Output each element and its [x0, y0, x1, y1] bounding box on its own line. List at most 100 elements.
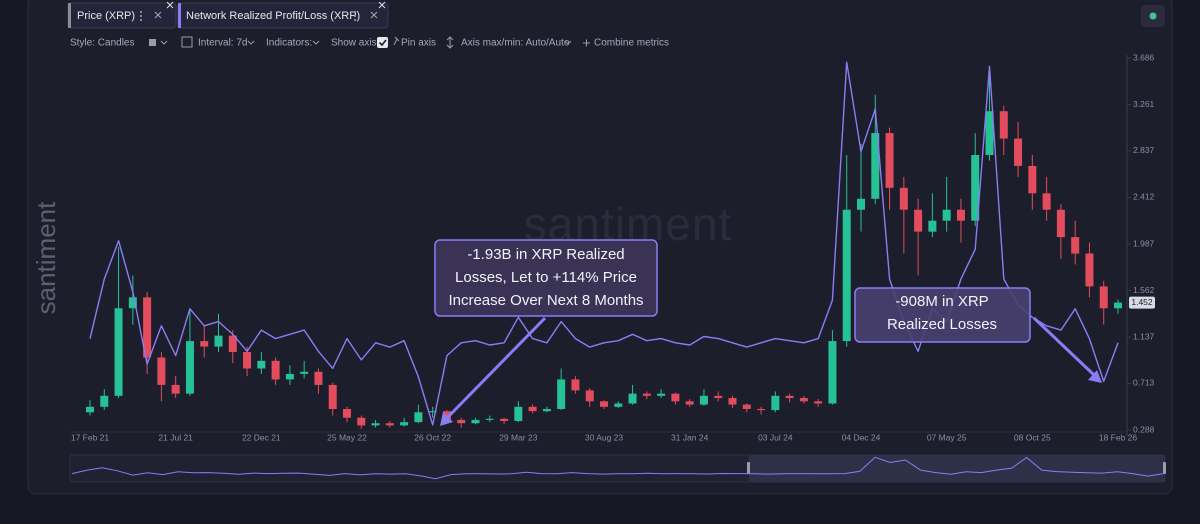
- candle-body: [343, 408, 351, 418]
- candle-body: [728, 398, 737, 405]
- candle-body: [1056, 209, 1065, 238]
- candle-body: [585, 390, 594, 402]
- annotation-text: Increase Over Next 8 Months: [448, 292, 643, 309]
- candle-body: [86, 406, 94, 413]
- candle-body: [571, 379, 580, 391]
- candle-body: [428, 411, 437, 413]
- candle-body: [985, 111, 994, 155]
- candle-body: [1071, 237, 1080, 254]
- axis-icon: [446, 36, 454, 49]
- pin-icon: [393, 36, 400, 46]
- candle-body: [214, 335, 223, 347]
- chevron: [564, 40, 572, 45]
- navigator-window[interactable]: [749, 455, 1165, 482]
- candle-body: [100, 395, 109, 407]
- y-tick-label: 1.562: [1133, 285, 1155, 295]
- candle-body: [243, 352, 252, 369]
- candle-body: [685, 401, 694, 405]
- candle-body: [799, 398, 808, 402]
- candle-body: [114, 308, 123, 396]
- style-setting[interactable]: Style: Candles: [70, 38, 134, 49]
- candle-body: [942, 209, 951, 221]
- x-tick-label: 04 Dec 24: [842, 432, 881, 442]
- annotation-text: Realized Losses: [887, 316, 997, 333]
- x-tick-label: 31 Jan 24: [671, 432, 709, 442]
- annotation-text: -908M in XRP: [895, 293, 988, 310]
- candle-body: [328, 384, 337, 409]
- candle-body: [857, 198, 865, 210]
- candle-body: [956, 209, 965, 221]
- tab-label: Network Realized Profit/Loss (XRP): [186, 10, 360, 22]
- candle-body: [600, 401, 608, 407]
- check-mark: [378, 39, 387, 47]
- x-tick-label: 30 Aug 23: [585, 432, 624, 442]
- navigator-handle[interactable]: [1163, 462, 1166, 474]
- candle-body: [371, 423, 380, 426]
- candle-body: [714, 395, 723, 399]
- x-tick-label: 07 May 25: [927, 432, 967, 442]
- interval-setting[interactable]: Interval: 7d: [198, 38, 247, 49]
- axis-minmax-setting[interactable]: Axis max/min: Auto/Auto: [461, 38, 570, 49]
- candle-body: [757, 408, 766, 411]
- x-tick-label: 25 May 22: [327, 432, 367, 442]
- y-tick-label: 0.288: [1133, 424, 1155, 434]
- candle-body: [899, 187, 908, 210]
- candle-body: [1099, 286, 1108, 309]
- x-tick-label: 29 Mar 23: [499, 432, 538, 442]
- combine-metrics[interactable]: Combine metrics: [594, 38, 669, 49]
- chevron: [312, 40, 320, 45]
- last-price-label: 1.452: [1131, 297, 1153, 307]
- metric-tab[interactable]: Price (XRP): [67, 1, 177, 29]
- candle-body: [828, 341, 837, 404]
- x-tick-label: 18 Feb 26: [1099, 432, 1138, 442]
- candle-body: [414, 412, 423, 423]
- navigator-line: [71, 456, 1164, 480]
- chevron: [247, 40, 255, 45]
- y-tick-label: 1.137: [1133, 331, 1155, 341]
- navigator-handle[interactable]: [747, 462, 750, 474]
- candle-body: [357, 417, 366, 426]
- candle-body: [885, 133, 894, 188]
- candle-body: [971, 154, 980, 221]
- candle-body: [157, 357, 166, 385]
- candle-body: [400, 422, 409, 426]
- candle-body: [785, 395, 794, 399]
- candle-body: [485, 418, 494, 420]
- candle-body: [814, 401, 823, 404]
- show-axis-setting[interactable]: Show axis: [331, 38, 377, 49]
- navigator-plot: [71, 456, 1164, 480]
- last-price-tag: [1129, 296, 1155, 309]
- indicators-setting[interactable]: Indicators:: [266, 38, 312, 49]
- candle-body: [514, 406, 523, 422]
- candle-body: [1042, 193, 1051, 210]
- candle-body: [314, 371, 323, 385]
- candle-body: [1028, 165, 1037, 194]
- candle-body: [285, 373, 294, 380]
- candle-body: [271, 360, 280, 380]
- candle-body: [1114, 302, 1122, 309]
- plot: 0.288 0.713 1.137 1.562 1.987 2.412 2.837 3.261…: [71, 52, 1155, 442]
- candle-body: [143, 297, 152, 358]
- candle-body: [871, 133, 880, 199]
- annotation-text: Losses, Let to +114% Price: [455, 269, 637, 286]
- pin-axis-setting[interactable]: Pin axis: [401, 38, 436, 49]
- candle-body: [771, 395, 780, 411]
- candle-body: [300, 371, 309, 374]
- candle-body: [742, 404, 751, 409]
- checkbox[interactable]: [377, 37, 388, 48]
- candle-body: [228, 335, 237, 353]
- candle-body: [528, 406, 537, 412]
- candle-body: [1014, 138, 1023, 166]
- x-tick-label: 22 Dec 21: [242, 432, 281, 442]
- candle-body: [928, 220, 937, 232]
- candle-body: [557, 379, 566, 409]
- candle-body: [171, 384, 180, 394]
- metric-tab[interactable]: Network Realized Profit/Loss (XRP): [177, 1, 389, 29]
- y-tick-label: 2.412: [1133, 192, 1155, 202]
- candle-body: [999, 111, 1008, 139]
- candle-body: [699, 395, 708, 405]
- status-button[interactable]: [1141, 5, 1165, 27]
- x-tick-label: 26 Oct 22: [414, 432, 451, 442]
- color-icon[interactable]: [149, 39, 156, 46]
